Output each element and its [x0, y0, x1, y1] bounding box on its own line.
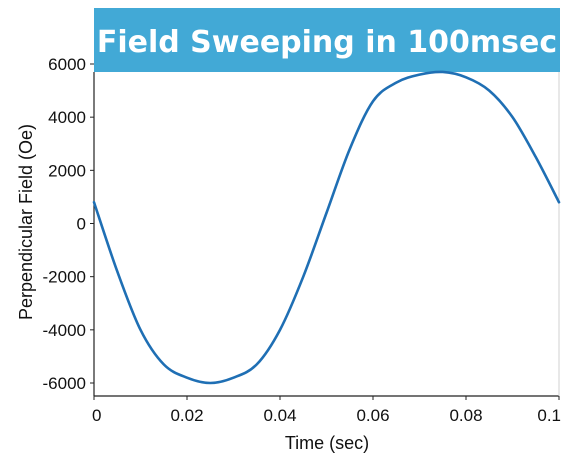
y-tick-label: -4000	[43, 321, 86, 340]
y-tick-label: 2000	[48, 161, 86, 180]
plot-background	[94, 72, 559, 396]
y-tick-label: -2000	[43, 268, 86, 287]
y-ticks: 6000 4000 2000 0 -2000 -4000 -6000	[43, 55, 94, 393]
x-tick-label: 0	[92, 406, 101, 425]
x-axis-label: Time (sec)	[285, 433, 369, 453]
x-tick-label: 0.1	[537, 406, 561, 425]
y-tick-label: -6000	[43, 374, 86, 393]
x-ticks: 0 0.02 0.04 0.06 0.08 0.1	[92, 396, 561, 425]
x-tick-label: 0.06	[356, 406, 389, 425]
y-tick-label: 0	[77, 215, 86, 234]
x-tick-label: 0.02	[170, 406, 203, 425]
y-tick-label: 6000	[48, 55, 86, 74]
y-axis-label: Perpendicular Field (Oe)	[16, 124, 36, 320]
series-line	[92, 70, 561, 385]
x-tick-label: 0.04	[263, 406, 296, 425]
title-banner	[94, 8, 560, 72]
x-tick-label: 0.08	[449, 406, 482, 425]
y-tick-label: 4000	[48, 108, 86, 127]
chart-title: Field Sweeping in 100msec	[97, 25, 557, 60]
